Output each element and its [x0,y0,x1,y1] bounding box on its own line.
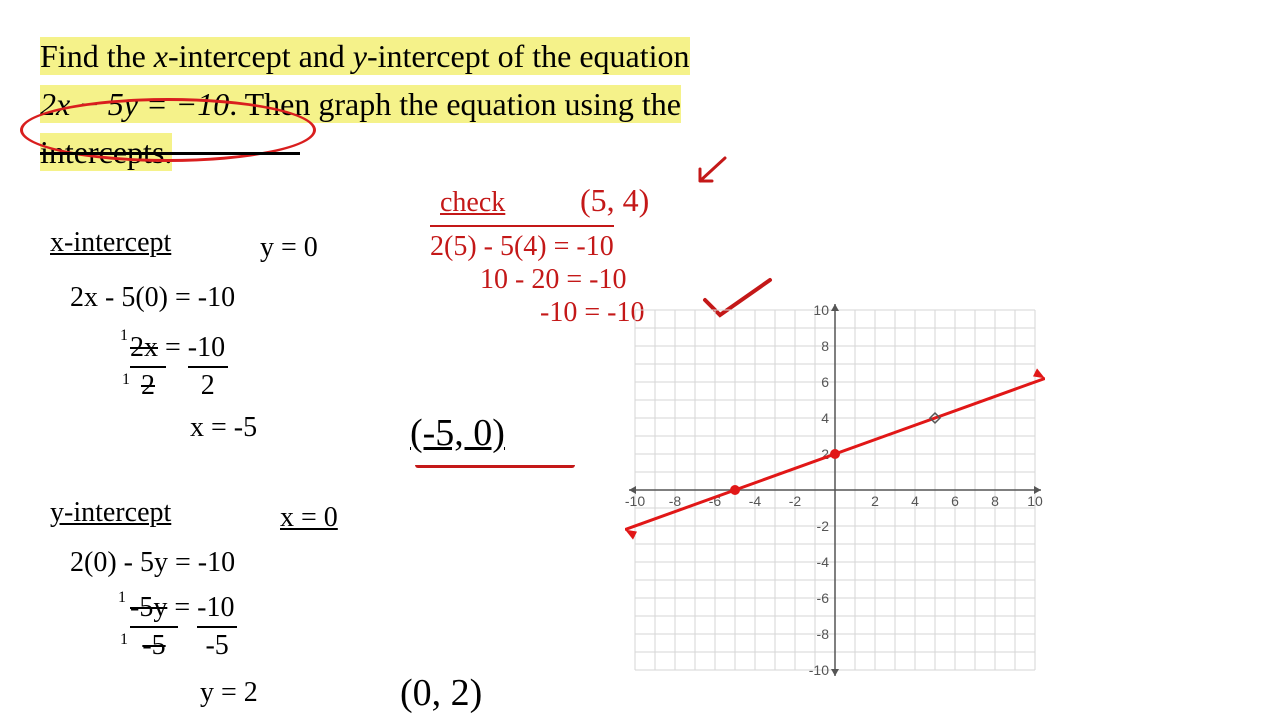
check-arrow-icon [690,155,730,190]
coordinate-graph: -10-8-6-4-2246810-10-8-6-4-2246810 [625,300,1045,680]
y-intercept-condition: x = 0 [280,500,338,535]
graph-svg: -10-8-6-4-2246810-10-8-6-4-2246810 [625,300,1045,680]
svg-text:4: 4 [911,493,919,509]
prob-y: y [353,38,367,74]
check-step-1: 2(5) - 5(4) = -10 [430,225,614,264]
y-step-1: 2(0) - 5y = -10 [70,545,235,580]
prob-text: -intercept and [168,38,353,74]
prob-text: -intercept of the equation [367,38,690,74]
svg-text:2: 2 [871,493,879,509]
svg-text:4: 4 [821,410,829,426]
x-intercept-condition: y = 0 [260,230,318,265]
svg-text:-8: -8 [669,493,682,509]
prob-equation: 2x − 5y = −10 [40,86,229,122]
y-intercept-header: y-intercept [50,495,171,530]
svg-text:-6: -6 [817,590,830,606]
svg-text:-4: -4 [749,493,762,509]
prob-text: Find the [40,38,154,74]
equation-underline [40,152,300,155]
y-intercept-point: (0, 2) [400,670,482,718]
svg-text:-8: -8 [817,626,830,642]
prob-text: . Then graph the equation using the [229,85,681,123]
y-result: y = 2 [200,675,258,710]
x-point-red-underline [415,460,575,468]
x-result: x = -5 [190,410,257,445]
y-step-2: 1 -5y -5 1 = -10 -5 [130,590,234,625]
x-step-2: 1 2x 2 1 = -10 2 [130,330,225,365]
x-intercept-header: x-intercept [50,225,171,260]
svg-text:8: 8 [821,338,829,354]
svg-text:6: 6 [821,374,829,390]
check-step-2: 10 - 20 = -10 [480,262,626,297]
prob-x: x [154,38,168,74]
svg-text:6: 6 [951,493,959,509]
check-label: check [440,185,505,220]
svg-text:-4: -4 [817,554,830,570]
x-step-1: 2x - 5(0) = -10 [70,280,235,315]
svg-text:10: 10 [1027,493,1043,509]
svg-text:8: 8 [991,493,999,509]
svg-text:-10: -10 [809,662,829,678]
svg-text:-10: -10 [625,493,645,509]
svg-text:-2: -2 [789,493,802,509]
check-point: (5, 4) [580,180,649,220]
svg-text:10: 10 [813,302,829,318]
x-intercept-point: (-5, 0) [410,410,505,458]
svg-text:-2: -2 [817,518,830,534]
